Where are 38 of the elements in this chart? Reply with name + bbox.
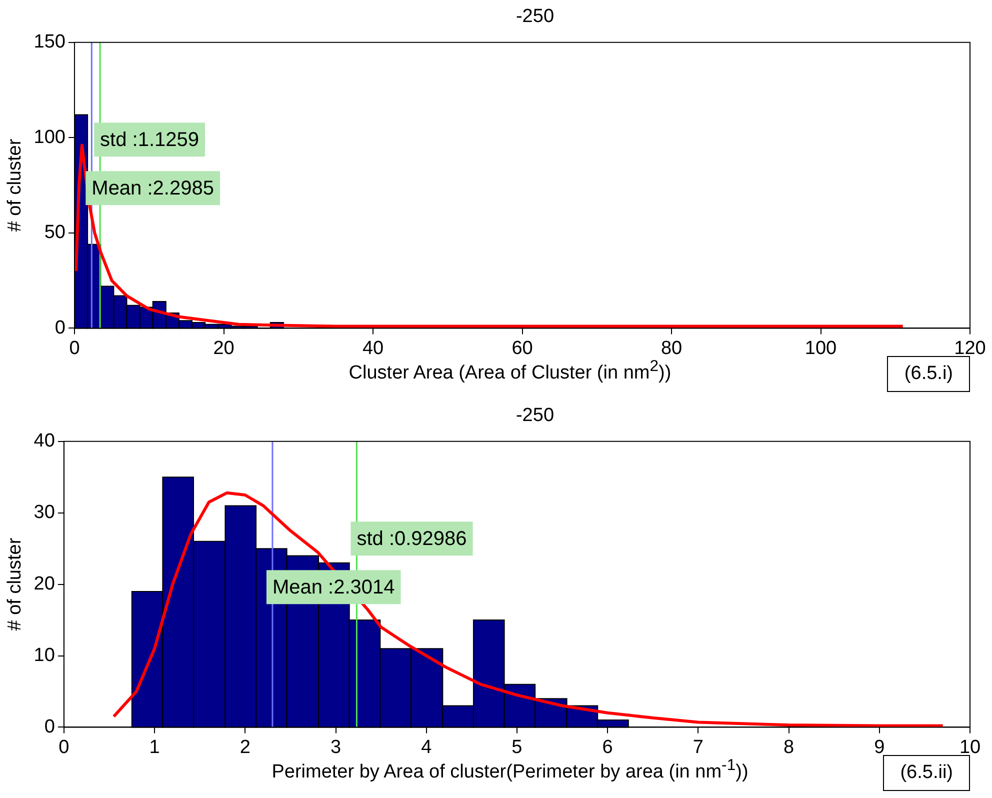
annotation: Mean :2.3014: [272, 576, 395, 599]
x-tick-label: 3: [330, 736, 342, 758]
x-axis-title: Cluster Area (Area of Cluster (in nm$^{2}$)): [348, 358, 672, 384]
y-tick-label: 30: [34, 502, 55, 524]
x-tick-label: 4: [421, 736, 432, 758]
text: (6.5.ii): [900, 762, 953, 783]
x-tick-label: 120: [954, 338, 986, 359]
x-tick-label: 100: [804, 338, 837, 359]
x-tick-label: 1: [149, 736, 160, 758]
y-tick-label: 0: [44, 716, 55, 738]
x-tick-label: 80: [660, 338, 682, 359]
x-axis-title: Perimeter by Area of cluster(Perimeter by area (in nm$^{-1}$)): [270, 757, 750, 784]
y-tick-label: 0: [54, 317, 66, 338]
x-tick-label: 7: [692, 736, 704, 758]
x-tick-label: 5: [512, 736, 522, 758]
annotation: std :1.1259: [100, 129, 200, 152]
text: (6.5.i): [904, 363, 953, 384]
y-tick-label: 100: [34, 126, 66, 148]
x-tick-label: 8: [784, 736, 794, 758]
y-tick-label: 10: [34, 644, 55, 666]
x-tick-label: 60: [512, 338, 533, 359]
x-tick-label: 9: [874, 736, 885, 758]
chart-title: -250: [514, 405, 556, 427]
y-tick-label: 150: [34, 32, 66, 53]
y-tick-label: 50: [44, 222, 66, 244]
y-tick-label: 20: [34, 574, 55, 595]
chart-title: -250: [514, 6, 556, 28]
y-axis-title: # of cluster: [4, 138, 26, 232]
x-tick-label: 6: [602, 736, 613, 758]
x-tick-label: 10: [959, 736, 981, 758]
x-tick-label: 20: [213, 338, 234, 359]
x-tick-label: 0: [69, 338, 80, 359]
y-tick-label: 40: [34, 430, 55, 452]
x-tick-label: 40: [362, 338, 384, 359]
x-tick-label: 2: [240, 736, 250, 758]
y-axis-title: # of cluster: [4, 537, 26, 631]
annotation: Mean :2.2985: [92, 178, 214, 200]
annotation: std :0.92986: [356, 528, 467, 550]
